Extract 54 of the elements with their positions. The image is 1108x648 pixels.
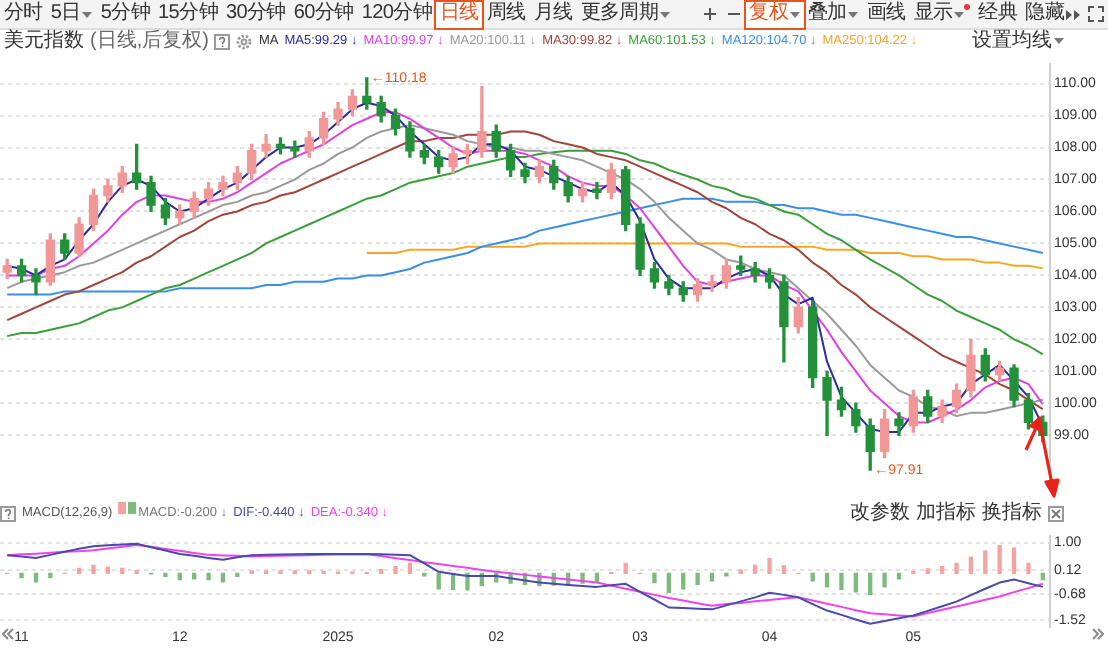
bar — [33, 572, 39, 583]
bar — [19, 572, 24, 579]
bar — [407, 562, 413, 574]
text: 日线 — [440, 0, 479, 28]
bar — [379, 568, 384, 574]
text: 换指标 — [982, 502, 1042, 524]
bar — [623, 562, 628, 574]
text: 加指标 — [916, 502, 976, 524]
bar — [968, 556, 974, 574]
bar — [163, 572, 168, 578]
bar — [695, 572, 700, 586]
bar — [939, 565, 945, 574]
text: 60分钟 — [293, 0, 354, 28]
text: 5分钟 — [100, 0, 151, 28]
bar — [997, 544, 1002, 574]
bar — [882, 572, 887, 588]
bar — [206, 572, 211, 581]
text: 月线 — [533, 0, 573, 28]
bar — [868, 572, 873, 595]
bar — [220, 572, 226, 583]
bar — [954, 562, 959, 574]
text: 设置均线 — [972, 30, 1054, 52]
bar — [1026, 562, 1031, 574]
bar — [752, 564, 758, 574]
text: 显示 — [913, 0, 953, 28]
text: 30分钟 — [225, 0, 286, 28]
bar — [192, 572, 197, 580]
bar — [781, 565, 787, 574]
chart-title: 美元指数 — [4, 30, 84, 52]
bar — [983, 550, 988, 574]
text: 周线 — [486, 0, 526, 28]
bar — [839, 572, 844, 590]
text: 改参数 — [850, 502, 910, 524]
text: 隐藏 — [1025, 0, 1064, 28]
bar — [91, 564, 96, 574]
bar — [652, 572, 657, 584]
bar — [824, 572, 830, 588]
bar — [896, 572, 902, 580]
text: 5日 — [50, 0, 81, 28]
bar — [666, 572, 671, 594]
bar — [925, 568, 930, 574]
chart-subtitle: (日线,后复权) — [90, 30, 209, 52]
bar — [393, 565, 398, 574]
bar — [1011, 547, 1017, 574]
text: 复权 — [749, 0, 788, 28]
text: 更多周期 — [580, 0, 659, 28]
text: 叠加 — [807, 0, 847, 28]
text: 分时 — [4, 0, 43, 28]
text: 经典 — [978, 0, 1018, 28]
text: 画线 — [866, 0, 906, 28]
bar — [767, 557, 772, 574]
bar — [48, 572, 53, 579]
text: 120分钟 — [361, 0, 433, 28]
text: 15分钟 — [158, 0, 218, 28]
